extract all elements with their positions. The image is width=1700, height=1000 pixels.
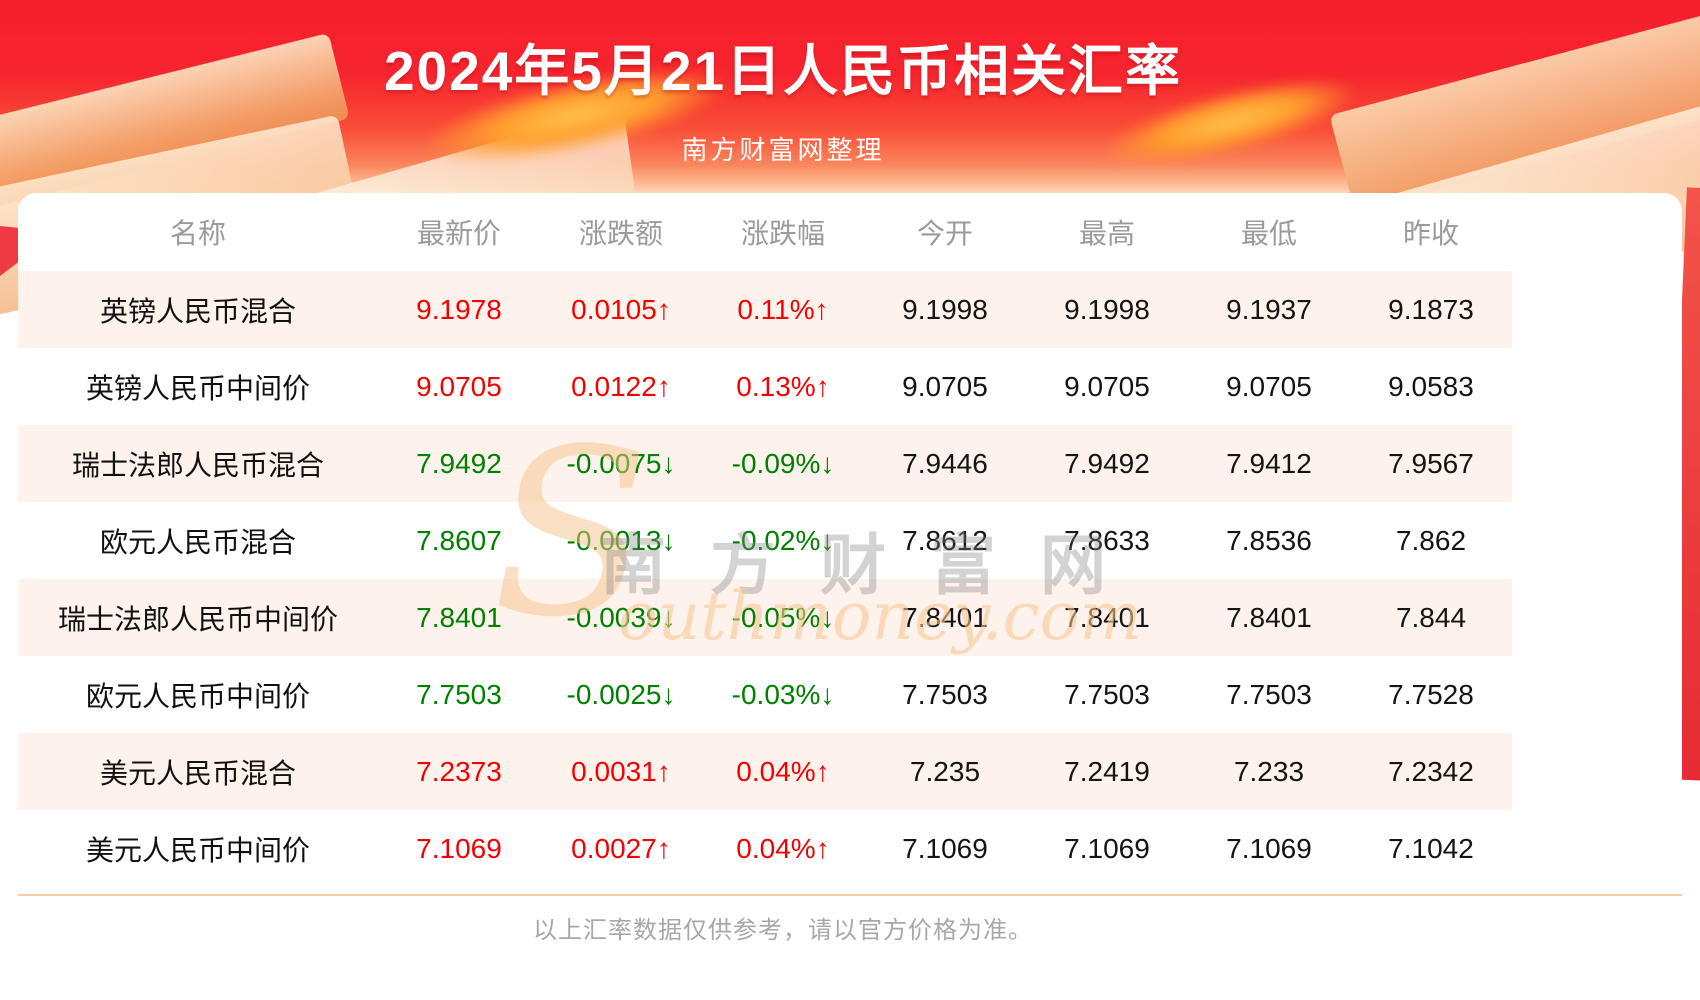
column-header-change: 涨跌额 (578, 218, 663, 249)
prev-close-price: 7.1042 (1388, 832, 1474, 864)
high-price: 7.8401 (1064, 601, 1150, 633)
high-price: 7.8633 (1064, 524, 1150, 556)
table-row: 瑞士法郎人民币混合 7.9492 -0.0075↓ -0.09%↓ 7.9446 7.94… (18, 425, 1512, 502)
rates-panel: 名称 最新价 涨跌额 涨跌幅 今开 最高 最低 昨收 英镑人民币混合 9.1978… (18, 193, 1682, 887)
column-header-low: 最低 (1240, 218, 1297, 249)
change-amount: 0.0031↑ (571, 755, 671, 787)
change-amount: -0.0025↓ (566, 678, 676, 710)
prev-close-price: 9.0583 (1388, 370, 1474, 402)
change-percent: -0.03%↓ (731, 678, 835, 710)
change-percent: -0.02%↓ (731, 524, 835, 556)
change-amount: 0.0122↑ (571, 370, 671, 402)
change-percent: 0.13%↑ (736, 370, 830, 402)
page-subtitle: 南方财富网整理 (681, 135, 885, 165)
low-price: 7.9412 (1226, 447, 1312, 479)
change-percent: -0.05%↓ (731, 601, 835, 633)
prev-close-price: 9.1873 (1388, 293, 1474, 325)
low-price: 7.7503 (1226, 678, 1312, 710)
high-price: 7.9492 (1064, 447, 1150, 479)
latest-price: 7.9492 (416, 447, 502, 479)
header-banner: 2024年5月21日人民币相关汇率 南方财富网整理 (0, 0, 1700, 349)
open-price: 7.7503 (902, 678, 988, 710)
prev-close-price: 7.9567 (1388, 447, 1474, 479)
table-row: 瑞士法郎人民币中间价 7.8401 -0.0039↓ -0.05%↓ 7.8401 7.8… (18, 579, 1512, 656)
footer-note: 以上汇率数据仅供参考，请以官方价格为准。 (533, 917, 1033, 944)
latest-price: 9.0705 (416, 370, 502, 402)
change-percent: 0.04%↑ (736, 832, 830, 864)
latest-price: 7.1069 (416, 832, 502, 864)
latest-price: 7.7503 (416, 678, 502, 710)
open-price: 7.1069 (902, 832, 988, 864)
footer-divider (18, 894, 1682, 896)
prev-close-price: 7.7528 (1388, 678, 1474, 710)
open-price: 7.8401 (902, 601, 988, 633)
column-header-open: 今开 (916, 218, 973, 249)
currency-pair-name: 欧元人民币中间价 (85, 680, 310, 712)
latest-price: 7.8401 (416, 601, 502, 633)
change-percent: 0.11%↑ (737, 293, 829, 325)
open-price: 7.9446 (902, 447, 988, 479)
low-price: 7.1069 (1226, 832, 1312, 864)
currency-pair-name: 欧元人民币混合 (99, 526, 296, 558)
currency-pair-name: 美元人民币混合 (99, 757, 296, 789)
change-amount: 0.0027↑ (571, 832, 671, 864)
high-price: 7.1069 (1064, 832, 1150, 864)
prev-close-price: 7.2342 (1388, 755, 1474, 787)
change-percent: -0.09%↓ (731, 447, 835, 479)
column-header-name: 名称 (169, 218, 226, 249)
open-price: 7.235 (909, 755, 981, 787)
table-header-row: 名称 最新价 涨跌额 涨跌幅 今开 最高 最低 昨收 (18, 193, 1512, 271)
change-amount: -0.0013↓ (566, 524, 676, 556)
rates-table-body: 英镑人民币混合 9.1978 0.0105↑ 0.11%↑ 9.1998 9.1998 9.… (18, 271, 1512, 887)
table-row: 英镑人民币混合 9.1978 0.0105↑ 0.11%↑ 9.1998 9.1998 9.… (18, 271, 1512, 348)
high-price: 7.7503 (1064, 678, 1150, 710)
open-price: 9.0705 (902, 370, 988, 402)
latest-price: 9.1978 (416, 293, 502, 325)
currency-pair-name: 瑞士法郎人民币中间价 (57, 603, 338, 635)
currency-pair-name: 美元人民币中间价 (85, 834, 310, 866)
table-row: 美元人民币混合 7.2373 0.0031↑ 0.04%↑ 7.235 7.2419 7.2… (18, 733, 1512, 810)
high-price: 9.1998 (1064, 293, 1150, 325)
low-price: 7.8401 (1226, 601, 1312, 633)
high-price: 7.2419 (1064, 755, 1150, 787)
table-row: 欧元人民币混合 7.8607 -0.0013↓ -0.02%↓ 7.8612 7.8633… (18, 502, 1512, 579)
change-percent: 0.04%↑ (736, 755, 830, 787)
open-price: 7.8612 (902, 524, 988, 556)
low-price: 9.0705 (1226, 370, 1312, 402)
low-price: 9.1937 (1226, 293, 1312, 325)
table-row: 美元人民币中间价 7.1069 0.0027↑ 0.04%↑ 7.1069 7.1069 7… (18, 810, 1512, 887)
change-amount: 0.0105↑ (571, 293, 671, 325)
table-row: 欧元人民币中间价 7.7503 -0.0025↓ -0.03%↓ 7.7503 7.750… (18, 656, 1512, 733)
currency-pair-name: 英镑人民币混合 (99, 295, 296, 327)
prev-close-price: 7.844 (1395, 601, 1467, 633)
table-row: 英镑人民币中间价 9.0705 0.0122↑ 0.13%↑ 9.0705 9.0705 9… (18, 348, 1512, 425)
low-price: 7.8536 (1226, 524, 1312, 556)
open-price: 9.1998 (902, 293, 988, 325)
column-header-prev-close: 昨收 (1402, 218, 1459, 249)
column-header-change-pct: 涨跌幅 (740, 218, 825, 249)
prev-close-price: 7.862 (1395, 524, 1467, 556)
currency-pair-name: 英镑人民币中间价 (85, 372, 310, 404)
column-header-high: 最高 (1078, 218, 1135, 249)
latest-price: 7.8607 (416, 524, 502, 556)
latest-price: 7.2373 (416, 755, 502, 787)
column-header-latest: 最新价 (416, 218, 501, 249)
low-price: 7.233 (1233, 755, 1305, 787)
high-price: 9.0705 (1064, 370, 1150, 402)
change-amount: -0.0039↓ (566, 601, 676, 633)
currency-pair-name: 瑞士法郎人民币混合 (71, 449, 324, 481)
rates-table: 名称 最新价 涨跌额 涨跌幅 今开 最高 最低 昨收 英镑人民币混合 9.1978… (18, 193, 1512, 887)
page-title: 2024年5月21日人民币相关汇率 (383, 40, 1183, 102)
change-amount: -0.0075↓ (566, 447, 676, 479)
